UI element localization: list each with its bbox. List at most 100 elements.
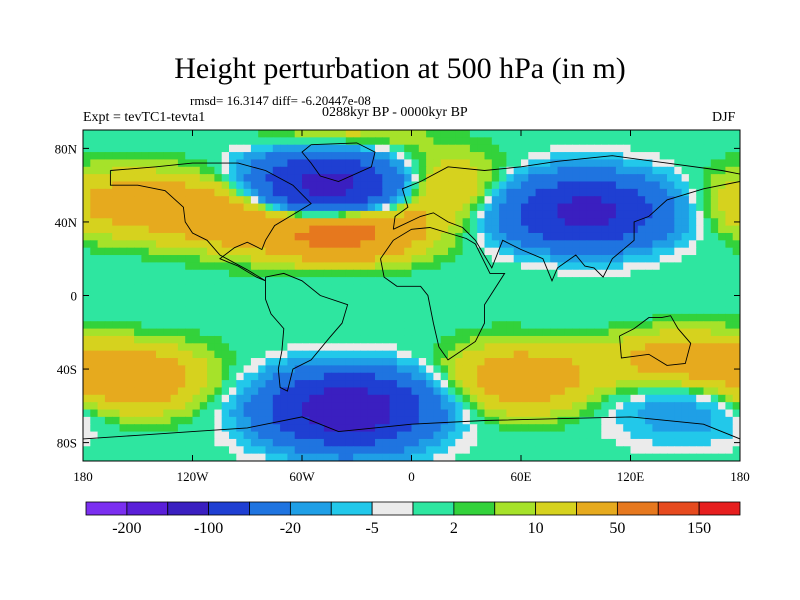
heatmap-cell xyxy=(718,358,726,366)
heatmap-cell xyxy=(725,387,734,396)
heatmap-cell xyxy=(214,174,223,183)
heatmap-cell xyxy=(440,137,449,146)
heatmap-cell xyxy=(696,409,705,418)
heatmap-cell xyxy=(667,152,675,161)
heatmap-cell xyxy=(272,210,281,219)
heatmap-cell xyxy=(710,210,719,219)
heatmap-cell xyxy=(718,284,726,293)
heatmap-cell xyxy=(732,152,740,161)
heatmap-cell xyxy=(280,402,288,411)
heatmap-cell xyxy=(331,380,340,389)
heatmap-cell xyxy=(83,188,91,197)
heatmap-cell xyxy=(732,402,740,411)
heatmap-cell xyxy=(557,358,566,366)
heatmap-cell xyxy=(331,255,340,263)
heatmap-cell xyxy=(207,144,215,153)
heatmap-cell xyxy=(396,394,405,403)
heatmap-cell xyxy=(90,174,99,183)
heatmap-cell xyxy=(323,188,332,197)
heatmap-cell xyxy=(199,431,208,440)
heatmap-cell xyxy=(353,159,361,168)
heatmap-cell xyxy=(710,247,719,256)
heatmap-cell xyxy=(426,181,434,190)
heatmap-cell xyxy=(236,255,245,263)
heatmap-cell xyxy=(426,409,434,418)
heatmap-cell xyxy=(455,188,464,197)
heatmap-cell xyxy=(455,343,464,352)
heatmap-cell xyxy=(426,137,434,146)
heatmap-cell xyxy=(411,196,420,205)
heatmap-cell xyxy=(564,446,573,455)
heatmap-cell xyxy=(601,144,610,153)
heatmap-cell xyxy=(360,328,369,337)
heatmap-cell xyxy=(572,166,580,175)
heatmap-cell xyxy=(199,262,208,271)
heatmap-cell xyxy=(214,255,223,263)
heatmap-cell xyxy=(542,409,551,418)
heatmap-cell xyxy=(535,144,544,153)
heatmap-cell xyxy=(732,431,740,440)
heatmap-cell xyxy=(513,453,522,461)
heatmap-cell xyxy=(221,335,230,344)
heatmap-cell xyxy=(316,166,325,175)
heatmap-cell xyxy=(280,188,288,197)
heatmap-cell xyxy=(615,240,624,249)
heatmap-cell xyxy=(119,137,128,146)
heatmap-cell xyxy=(513,358,522,366)
heatmap-cell xyxy=(645,335,653,344)
heatmap-cell xyxy=(725,394,734,403)
heatmap-cell xyxy=(615,380,624,389)
heatmap-cell xyxy=(170,174,179,183)
heatmap-cell xyxy=(696,262,705,271)
heatmap-cell xyxy=(637,350,646,359)
heatmap-cell xyxy=(652,225,661,234)
heatmap-cell xyxy=(367,453,376,461)
heatmap-cell xyxy=(83,203,91,212)
heatmap-cell xyxy=(455,203,464,212)
heatmap-cell xyxy=(462,380,471,389)
heatmap-cell xyxy=(192,174,201,183)
heatmap-cell xyxy=(550,218,559,227)
heatmap-cell xyxy=(119,218,128,227)
heatmap-cell xyxy=(630,431,639,440)
heatmap-cell xyxy=(710,137,719,146)
heatmap-cell xyxy=(542,453,551,461)
heatmap-cell xyxy=(316,313,325,322)
heatmap-cell xyxy=(396,255,405,263)
heatmap-cell xyxy=(448,416,456,425)
heatmap-cell xyxy=(134,350,142,359)
coastline xyxy=(265,272,349,392)
heatmap-cell xyxy=(703,174,712,183)
heatmap-cell xyxy=(382,394,391,403)
heatmap-cell xyxy=(652,438,661,447)
heatmap-cell xyxy=(258,424,267,433)
heatmap-cell xyxy=(156,196,164,205)
heatmap-cell xyxy=(557,453,566,461)
heatmap-cell xyxy=(550,306,559,315)
heatmap-cell xyxy=(659,130,668,138)
heatmap-cell xyxy=(630,210,639,219)
heatmap-cell xyxy=(119,203,128,212)
heatmap-cell xyxy=(258,291,267,300)
heatmap-cell xyxy=(564,358,573,366)
heatmap-cell xyxy=(557,277,566,286)
heatmap-cell xyxy=(710,380,719,389)
heatmap-cell xyxy=(652,240,661,249)
heatmap-cell xyxy=(382,424,391,433)
heatmap-cell xyxy=(659,188,668,197)
heatmap-cell xyxy=(272,306,281,315)
heatmap-cell xyxy=(594,218,602,227)
heatmap-cell xyxy=(112,387,121,396)
heatmap-cell xyxy=(535,174,544,183)
heatmap-cell xyxy=(469,137,478,146)
heatmap-cell xyxy=(258,159,267,168)
heatmap-cell xyxy=(338,328,347,337)
heatmap-cell xyxy=(156,380,164,389)
heatmap-cell xyxy=(316,453,325,461)
heatmap-cell xyxy=(192,225,201,234)
heatmap-cell xyxy=(725,291,734,300)
heatmap-cell xyxy=(345,387,354,396)
heatmap-cell xyxy=(360,269,369,278)
heatmap-cell xyxy=(572,262,580,271)
heatmap-cell xyxy=(637,137,646,146)
